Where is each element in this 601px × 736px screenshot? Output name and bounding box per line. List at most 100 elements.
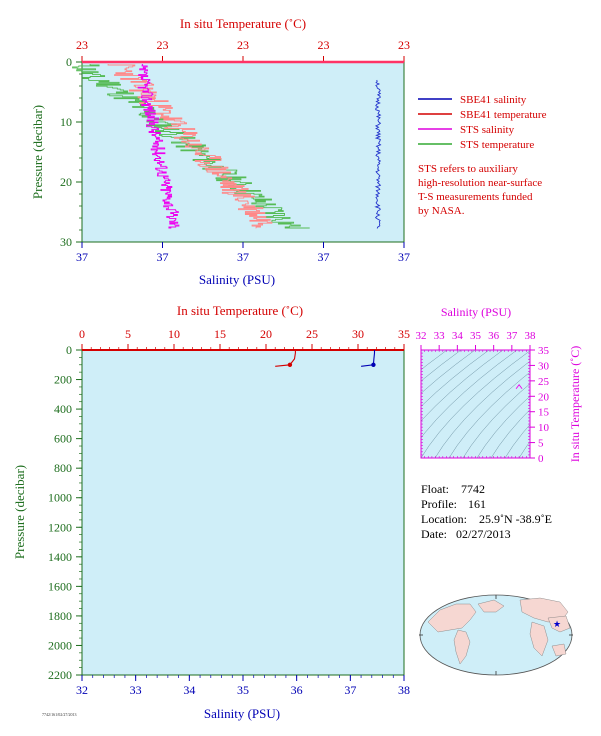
bottom-temperature-endpoint [287,362,293,367]
legend-note-line: by NASA. [418,205,465,217]
ts-temperature-tick-label: 0 [538,453,544,465]
top-pressure-tick-label: 20 [60,175,72,189]
ts-salinity-tick-label: 34 [452,330,464,342]
top-pressure-tick-label: 0 [66,55,72,69]
ts-salinity-axis-title: Salinity (PSU) [441,305,511,319]
bottom-pressure-tick-label: 1000 [48,491,72,505]
sbe-temperature-trace [107,64,273,229]
ts-temperature-tick-label: 35 [538,345,550,357]
ts-salinity-ticks: 32 33 34 35 36 37 38 [416,330,536,458]
top-temperature-tick-label: 23 [76,38,88,52]
bottom-pressure-tick-label: 2200 [48,668,72,682]
top-profile-panel: In situ Temperature (˚C) 23 23 23 23 23 0 10 2… [30,16,410,287]
top-pressure-tick-label: 30 [60,235,72,249]
bottom-pressure-axis-title: Pressure (decibar) [12,465,27,559]
bottom-pressure-tick-label: 200 [54,373,72,387]
bottom-temperature-trace [275,350,296,367]
legend-label: STS salinity [460,124,515,136]
footer-code: 7742/161/02/27/2013 [42,712,76,717]
legend-note-line: STS refers to auxiliary [418,163,518,175]
bottom-profile-panel: In situ Temperature (˚C) 0 5 10 15 20 25 30 35 … [12,303,410,721]
ts-salinity-tick-label: 32 [416,330,427,342]
bottom-salinity-tick-label: 32 [76,683,88,697]
top-temperature-axis-title: In situ Temperature (˚C) [180,16,306,31]
top-temperature-tick-label: 23 [237,38,249,52]
ts-temperature-ticks: 35 30 25 20 15 10 5 0 [421,345,550,465]
legend-label: SBE41 salinity [460,94,527,106]
ts-temperature-tick-label: 10 [538,422,550,434]
bottom-salinity-tick-label: 38 [398,683,410,697]
top-salinity-tick-label: 37 [237,250,249,264]
ts-density-contour [448,371,530,458]
sts-temperature-trace [72,64,310,229]
bottom-salinity-ticks: 32 33 34 35 36 37 38 [76,675,410,697]
ts-temperature-tick-label: 25 [538,376,550,388]
bottom-pressure-tick-label: 400 [54,402,72,416]
ts-points [515,383,523,389]
bottom-temperature-tick-label: 0 [79,327,85,341]
bottom-salinity-tick-label: 35 [237,683,249,697]
bottom-salinity-tick-label: 34 [183,683,195,697]
ts-temperature-tick-label: 30 [538,360,550,372]
bottom-salinity-axis-title: Salinity (PSU) [204,706,280,721]
bottom-profile-traces [275,350,376,367]
bottom-salinity-endpoint [371,362,376,367]
legend-label: SBE41 temperature [460,109,547,121]
ts-density-contour [421,350,530,458]
ts-density-contour [421,350,476,394]
ts-temperature-axis-title: In situ Temperature (˚C) [568,346,582,463]
top-salinity-tick-label: 37 [398,250,410,264]
sts-salinity-trace [137,64,180,229]
bottom-pressure-tick-label: 0 [66,343,72,357]
bottom-salinity-tick-label: 37 [344,683,356,697]
bottom-temperature-tick-label: 30 [352,327,364,341]
ts-salinity-tick-label: 36 [488,330,500,342]
bottom-temperature-tick-label: 25 [306,327,318,341]
bottom-temperature-tick-label: 5 [125,327,131,341]
top-profile-traces [72,64,382,229]
world-map-land [427,597,571,665]
legend-label: STS temperature [460,139,534,151]
ts-temperature-tick-label: 15 [538,407,550,419]
top-salinity-axis-title: Salinity (PSU) [199,272,275,287]
ts-density-contour [421,350,462,382]
bottom-pressure-tick-label: 600 [54,432,72,446]
ts-density-contours [421,350,530,458]
float-location-marker: ★ [553,620,561,630]
top-pressure-axis-title: Pressure (decibar) [30,105,45,199]
legend-note-line: T-S measurements funded [418,191,533,203]
bottom-pressure-tick-label: 2000 [48,638,72,652]
ts-temperature-tick-label: 20 [538,391,550,403]
bottom-pressure-tick-label: 1400 [48,550,72,564]
world-map: ★ [419,594,573,676]
bottom-pressure-tick-label: 1800 [48,609,72,623]
top-pressure-tick-label: 10 [60,115,72,129]
legend-note-line: high-resolution near-surface [418,177,542,189]
bottom-temperature-tick-label: 35 [398,327,410,341]
bottom-temperature-axis-title: In situ Temperature (˚C) [177,303,303,318]
ts-salinity-tick-label: 37 [506,330,518,342]
top-salinity-tick-label: 37 [76,250,88,264]
ts-density-contour [462,383,530,458]
bottom-temperature-tick-label: 15 [214,327,226,341]
top-temperature-tick-label: 23 [318,38,330,52]
bottom-pressure-tick-label: 800 [54,461,72,475]
profile-label: Profile: [421,497,457,511]
bottom-salinity-tick-label: 33 [130,683,142,697]
ts-density-contour [434,360,530,458]
ts-density-contour [490,409,530,458]
ts-density-contour [518,441,530,458]
top-salinity-tick-label: 37 [157,250,169,264]
float-label: Float: [421,482,449,496]
ts-density-contour [421,350,504,422]
ts-temperature-tick-label: 5 [538,438,544,450]
top-pressure-ticks: 0 10 20 30 [60,55,82,249]
ts-point [515,383,523,389]
ts-diagram-panel: Salinity (PSU) 32 33 34 35 36 37 38 35 30 25 20 15… [416,305,583,465]
bottom-salinity-trace [361,350,376,367]
bottom-salinity-tick-label: 36 [291,683,303,697]
date-value: 02/27/2013 [456,527,511,541]
location-label: Location: [421,512,467,526]
bottom-pressure-ticks: 0 200 400 600 800 1000 1200 1400 1600 1800 2000 220… [48,343,82,682]
